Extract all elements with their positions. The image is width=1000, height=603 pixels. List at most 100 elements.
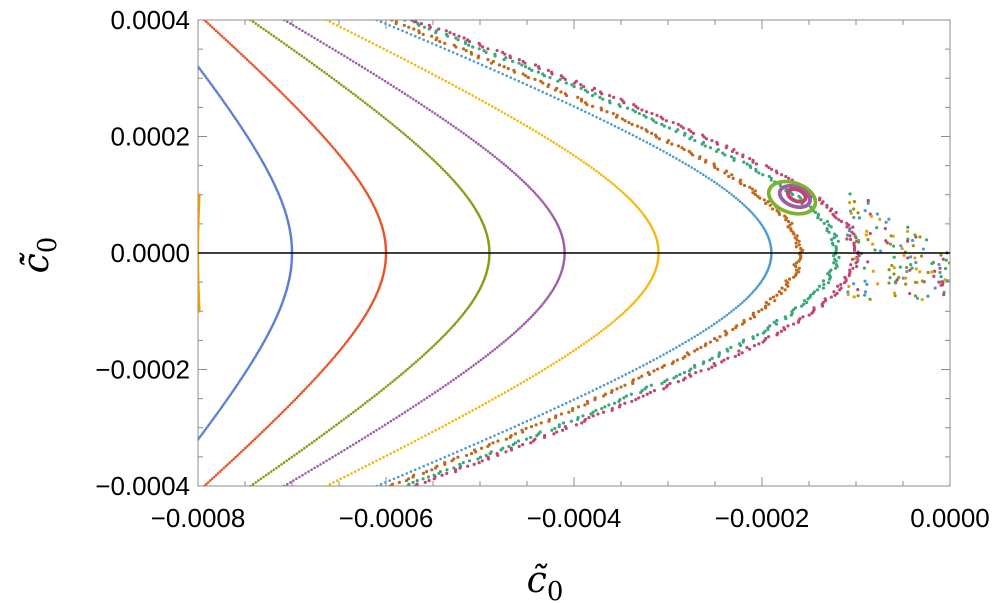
data-point (467, 459, 472, 463)
data-point (477, 142, 480, 146)
data-point (558, 358, 561, 362)
data-point (506, 166, 510, 169)
data-point (456, 455, 460, 459)
data-point (615, 113, 619, 117)
x-axis-title-main: c̃ (527, 560, 548, 601)
data-point (198, 306, 201, 309)
data-point (751, 191, 755, 195)
data-point (396, 475, 400, 479)
data-point (737, 342, 742, 346)
data-point (249, 441, 253, 445)
data-point (545, 92, 548, 96)
data-point (417, 401, 421, 405)
data-point (555, 86, 559, 90)
data-point (342, 85, 346, 88)
data-point (437, 427, 441, 430)
data-point (833, 232, 837, 236)
data-point (328, 457, 331, 461)
scatter-point (878, 217, 882, 221)
data-point (203, 428, 207, 432)
data-point (769, 167, 774, 171)
data-point (689, 129, 693, 134)
data-point (795, 234, 799, 238)
data-point (455, 320, 458, 324)
data-point (241, 54, 245, 58)
data-point (753, 288, 757, 292)
data-point (459, 373, 463, 376)
x-tick-label: −0.0006 (339, 503, 434, 533)
scatter-point (926, 270, 930, 275)
data-point (312, 378, 316, 382)
scatter-point (866, 201, 870, 205)
data-point (607, 403, 611, 407)
y-axis-title-main: c̃̇ (16, 253, 57, 274)
data-point (316, 38, 319, 42)
data-point (208, 24, 212, 27)
data-point (757, 283, 761, 286)
data-point (389, 452, 392, 455)
data-point (687, 338, 691, 342)
data-point (370, 396, 374, 400)
data-point (198, 278, 200, 281)
data-point (537, 371, 541, 374)
data-point (623, 119, 627, 123)
data-point (348, 337, 351, 340)
scatter-point (946, 279, 950, 283)
data-point (292, 24, 295, 27)
data-point (477, 461, 481, 465)
data-point (791, 322, 796, 326)
data-point (590, 337, 593, 340)
data-point (297, 52, 301, 56)
data-point (386, 81, 390, 85)
data-point (467, 135, 470, 139)
data-point (354, 328, 358, 331)
data-point (361, 403, 365, 407)
data-point (176, 38, 179, 41)
data-point (634, 398, 638, 402)
data-point (332, 481, 335, 484)
data-point (430, 461, 434, 464)
data-point (459, 187, 463, 191)
data-point (506, 114, 510, 117)
scatter-point (864, 233, 868, 237)
data-point (533, 63, 538, 67)
data-point (349, 335, 352, 338)
data-point (436, 389, 440, 392)
data-point (268, 79, 271, 83)
scatter-point (941, 280, 945, 285)
data-point (187, 53, 190, 56)
data-point (268, 423, 271, 427)
data-point (834, 245, 838, 249)
data-point (676, 380, 680, 384)
data-point (198, 65, 200, 69)
data-point (502, 65, 506, 69)
data-point (689, 367, 693, 371)
data-point (415, 482, 419, 486)
data-point (357, 63, 361, 67)
data-point (512, 331, 516, 335)
data-point (363, 101, 367, 105)
data-point (757, 220, 761, 223)
data-point (623, 401, 627, 405)
data-point (406, 367, 409, 371)
data-point (480, 459, 484, 463)
data-point (445, 331, 448, 335)
data-point (507, 444, 511, 449)
data-point (257, 24, 260, 27)
data-point (523, 65, 528, 69)
data-point (518, 177, 522, 180)
data-point (214, 414, 217, 418)
data-point (718, 319, 721, 322)
data-point (241, 448, 245, 452)
data-point (491, 349, 494, 353)
data-point (198, 201, 201, 204)
data-point (270, 81, 273, 85)
data-point (300, 448, 304, 452)
data-point (385, 49, 389, 52)
data-point (198, 304, 201, 307)
scatter-point (893, 294, 897, 298)
scatter-point (851, 282, 856, 286)
data-point (539, 421, 543, 425)
data-point (220, 34, 224, 38)
data-point (220, 468, 224, 472)
